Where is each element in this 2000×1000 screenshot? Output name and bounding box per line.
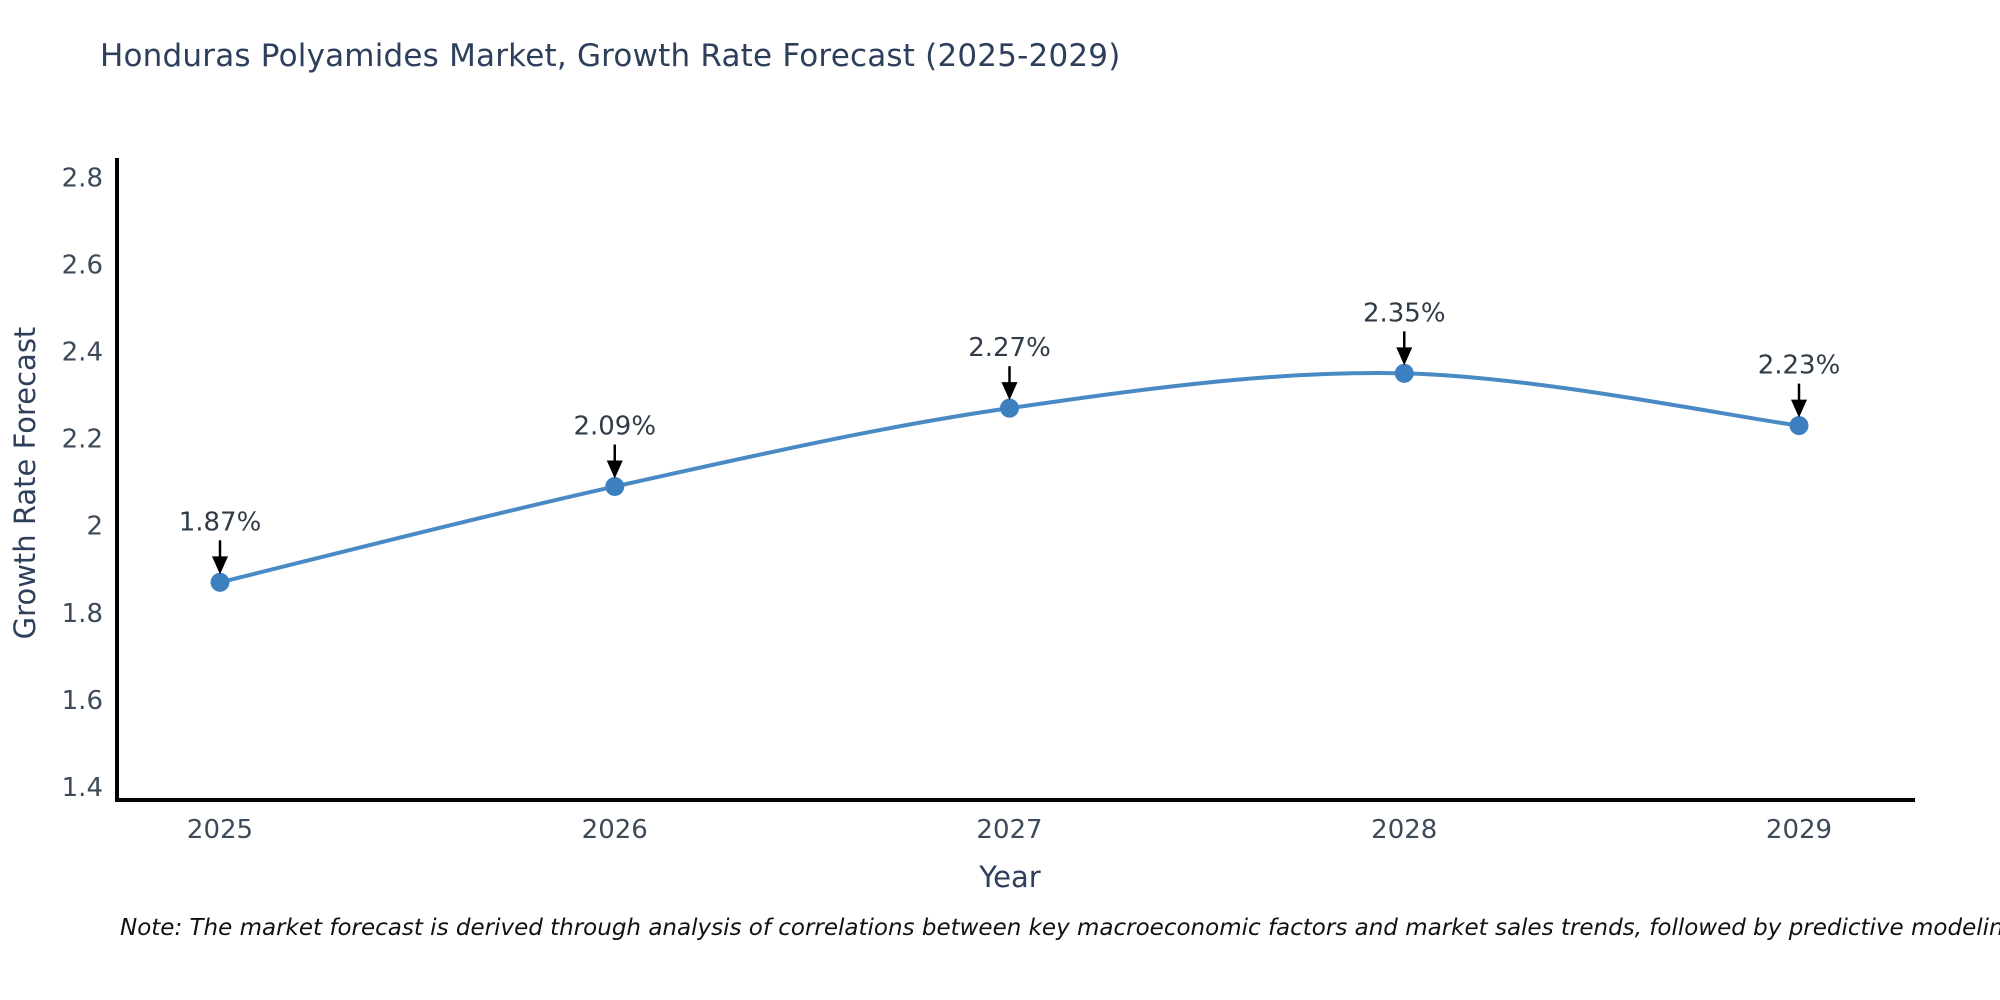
y-tick-label: 1.8 xyxy=(62,599,103,629)
x-tick-label: 2027 xyxy=(976,815,1042,845)
x-tick-label: 2028 xyxy=(1371,815,1437,845)
annotation-arrow-head xyxy=(1396,347,1413,366)
y-tick-label: 2.4 xyxy=(62,338,103,368)
annotation-arrow-head xyxy=(212,556,228,575)
y-tick-label: 2.2 xyxy=(62,425,103,455)
x-axis-title: Year xyxy=(979,860,1041,894)
annotation-arrow-head xyxy=(1001,382,1018,401)
data-point-marker xyxy=(1394,363,1414,383)
data-point-label: 2.35% xyxy=(1363,298,1446,328)
y-tick-label: 2.8 xyxy=(62,163,103,193)
data-point-label: 2.09% xyxy=(573,412,656,442)
annotation-arrow-head xyxy=(606,460,623,479)
data-point-marker xyxy=(210,572,230,592)
y-tick-label: 2.6 xyxy=(62,250,103,280)
annotation-arrow-head xyxy=(1791,399,1807,418)
x-tick-label: 2029 xyxy=(1766,815,1832,845)
y-tick-label: 2 xyxy=(86,512,103,542)
chart-title: Honduras Polyamides Market, Growth Rate … xyxy=(100,38,1121,74)
y-axis-title: Growth Rate Forecast xyxy=(8,326,42,640)
y-tick-label: 1.4 xyxy=(62,773,103,803)
x-tick-label: 2025 xyxy=(187,815,253,845)
data-point-marker xyxy=(605,477,625,497)
data-point-marker xyxy=(1789,416,1809,436)
data-point-label: 2.23% xyxy=(1758,351,1841,381)
data-point-label: 1.87% xyxy=(179,507,262,537)
footnote: Note: The market forecast is derived thr… xyxy=(120,915,2000,941)
y-tick-label: 1.6 xyxy=(62,686,103,716)
data-point-marker xyxy=(1000,398,1019,418)
data-point-label: 2.27% xyxy=(968,333,1051,363)
x-tick-label: 2026 xyxy=(582,815,648,845)
